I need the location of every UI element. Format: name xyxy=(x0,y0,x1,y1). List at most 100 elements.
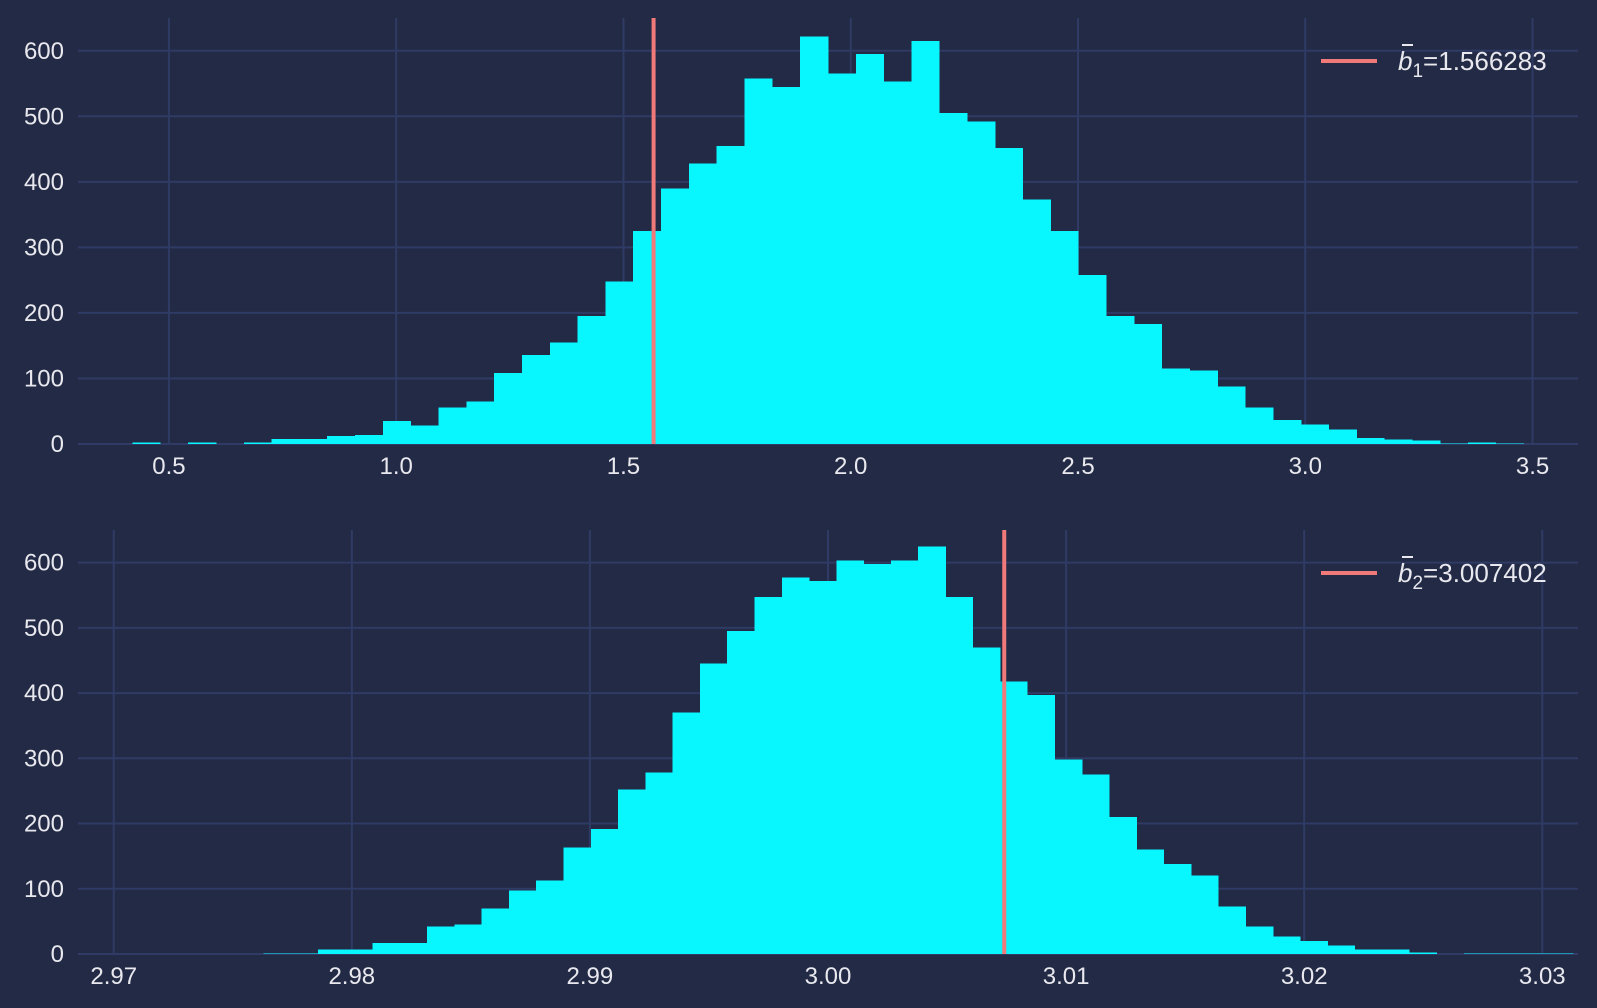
x-tick-label: 3.0 xyxy=(1289,453,1322,480)
histogram-bar xyxy=(645,772,674,954)
y-tick-label: 400 xyxy=(24,680,64,707)
histogram-bar xyxy=(727,631,755,954)
x-tick-label: 1.0 xyxy=(379,453,412,480)
y-tick-label: 0 xyxy=(51,431,64,458)
histogram-bar xyxy=(605,281,634,444)
histogram-bar xyxy=(1191,875,1219,954)
y-tick-label: 300 xyxy=(24,745,64,772)
histogram-bar xyxy=(590,828,619,954)
histogram-bar xyxy=(1217,386,1246,444)
histogram-bar xyxy=(972,647,1001,954)
histogram-bar xyxy=(466,401,495,444)
y-tick-label: 200 xyxy=(24,811,64,838)
x-tick-label: 3.01 xyxy=(1043,963,1090,990)
histogram-bar xyxy=(454,924,483,954)
histogram-bar xyxy=(1078,274,1107,444)
histogram-bar xyxy=(494,373,523,444)
histogram-bars xyxy=(263,546,1574,954)
x-tick-label: 2.5 xyxy=(1061,453,1094,480)
histogram-bar xyxy=(890,560,919,954)
histogram-bar xyxy=(1328,429,1357,444)
y-tick-label: 600 xyxy=(24,550,64,577)
x-tick-label: 2.98 xyxy=(328,963,375,990)
legend-label: b2=3.007402 xyxy=(1398,558,1547,594)
histogram-bar xyxy=(836,560,865,954)
histogram-bar xyxy=(1384,439,1413,444)
histogram-bar xyxy=(382,421,412,444)
histogram-bar xyxy=(967,121,996,444)
histogram-bar xyxy=(132,442,161,444)
legend-label: b1=1.566283 xyxy=(1398,46,1547,82)
histogram-bar xyxy=(1081,774,1110,954)
histogram-bar xyxy=(521,354,551,444)
x-tick-label: 2.97 xyxy=(90,963,137,990)
x-tick-label: 2.99 xyxy=(567,963,614,990)
legend-label-value: =3.007402 xyxy=(1423,558,1547,588)
histogram-bar xyxy=(1491,953,1519,954)
histogram-bar xyxy=(372,942,401,954)
histogram-bar xyxy=(1518,953,1547,954)
histogram-bar xyxy=(716,145,745,445)
histogram-bar xyxy=(1354,949,1383,954)
histogram-bar xyxy=(438,407,467,444)
histogram-bar xyxy=(945,597,974,954)
histogram-bar xyxy=(1027,695,1056,954)
histogram-bar xyxy=(827,73,857,444)
histogram-bar xyxy=(427,926,455,954)
histogram-bar xyxy=(1545,953,1574,954)
histogram-bar xyxy=(863,563,892,954)
histogram-bar xyxy=(1327,945,1356,954)
histogram-bar xyxy=(994,147,1024,444)
histogram-bar xyxy=(188,442,217,444)
histogram-bar xyxy=(883,81,912,444)
histogram-bar xyxy=(633,231,662,444)
histogram-bar xyxy=(1495,443,1524,444)
x-tick-label: 3.02 xyxy=(1281,963,1328,990)
histogram-bar xyxy=(1273,419,1302,444)
histogram-bar xyxy=(549,342,578,444)
y-axis-ticks: 0 100 200 300 400 500 600 xyxy=(24,550,64,968)
histogram-bar xyxy=(1136,849,1165,954)
y-tick-label: 100 xyxy=(24,876,64,903)
histogram-bar xyxy=(290,953,319,954)
legend-label-subscript: 1 xyxy=(1412,61,1423,82)
histogram-bar xyxy=(1106,316,1135,444)
histogram-bars xyxy=(132,36,1524,445)
histogram-bar xyxy=(327,436,356,444)
y-tick-label: 200 xyxy=(24,300,64,327)
histogram-bar xyxy=(263,953,292,954)
histogram-bar xyxy=(508,890,537,954)
y-tick-label: 100 xyxy=(24,365,64,392)
histogram-bar xyxy=(1109,817,1137,954)
histogram-bar xyxy=(1463,953,1492,954)
histogram-bar xyxy=(577,316,606,444)
histogram-bar xyxy=(345,949,373,954)
histogram-bar xyxy=(1300,424,1330,444)
legend: b2=3.007402 xyxy=(1321,556,1547,594)
histogram-bar xyxy=(536,880,564,954)
x-tick-label: 2.0 xyxy=(834,453,867,480)
histogram-b2: 0 100 200 300 400 500 600 2.97 2.98 2.99 3.00 3.01… xyxy=(24,530,1578,990)
histogram-bar xyxy=(355,434,384,444)
histogram-bar xyxy=(911,40,940,444)
histogram-bar xyxy=(699,663,728,954)
histogram-bar xyxy=(855,54,884,445)
histogram-bar xyxy=(1050,231,1079,444)
histogram-bar xyxy=(661,188,690,444)
y-tick-label: 300 xyxy=(24,234,64,261)
x-tick-label: 3.00 xyxy=(805,963,852,990)
histogram-bar xyxy=(243,442,272,444)
histogram-b1: 0 100 200 300 400 500 600 0.5 1.0 1.5 2.0 2.5 3.0 3.… xyxy=(24,18,1578,480)
histogram-bar xyxy=(1272,936,1301,954)
histogram-bar xyxy=(1467,442,1496,444)
x-axis-ticks: 0.5 1.0 1.5 2.0 2.5 3.0 3.5 xyxy=(152,453,1549,480)
histogram-bar xyxy=(781,577,810,954)
legend: b1=1.566283 xyxy=(1321,44,1547,82)
x-tick-label: 3.03 xyxy=(1519,963,1566,990)
histogram-bar xyxy=(1412,440,1441,444)
histogram-bar xyxy=(672,712,701,954)
legend-label-value: =1.566283 xyxy=(1423,46,1547,76)
histogram-bar xyxy=(772,86,801,445)
histogram-bar xyxy=(1245,407,1274,444)
